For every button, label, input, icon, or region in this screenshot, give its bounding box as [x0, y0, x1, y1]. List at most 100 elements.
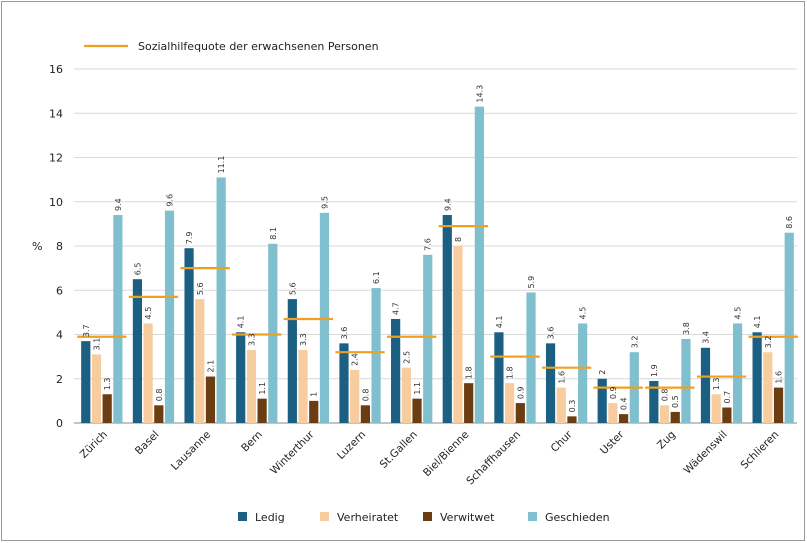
category-label: Winterthur: [268, 428, 317, 477]
bar-value-label: 9.4: [443, 198, 452, 211]
bar: [195, 299, 205, 423]
bar-value-label: 4.1: [753, 316, 762, 329]
bar-value-label: 3.2: [764, 335, 773, 348]
y-tick-label: 12: [49, 152, 63, 165]
bar: [246, 349, 256, 423]
bar-value-label: 2.4: [351, 353, 360, 366]
bar: [401, 367, 411, 423]
bar: [681, 338, 691, 423]
bar-value-label: 4.1: [237, 316, 246, 329]
bar-value-label: 9.6: [166, 194, 175, 207]
bar-value-label: 1.6: [557, 371, 566, 384]
bar: [722, 407, 732, 423]
bar: [773, 387, 784, 423]
bar: [371, 288, 381, 423]
bar-value-label: 2: [598, 370, 607, 375]
y-tick-label: 0: [56, 417, 63, 430]
bar-value-label: 0.5: [671, 395, 680, 408]
bar: [268, 243, 278, 423]
bar: [184, 248, 194, 423]
category-label: Chur: [549, 428, 576, 455]
bar-value-label: 0.8: [361, 389, 370, 402]
bar-value-label: 8.6: [785, 216, 794, 229]
y-tick-label: 10: [49, 196, 63, 209]
bar: [360, 405, 370, 423]
bar: [412, 398, 422, 423]
bar: [494, 332, 504, 423]
category-label: Bern: [239, 429, 265, 455]
bar-value-label: 0.8: [155, 389, 164, 402]
bar-value-label: 4.5: [579, 307, 588, 320]
category-label: Uster: [598, 428, 627, 457]
bar-value-label: 9.4: [114, 198, 123, 211]
category-label: Zug: [655, 429, 678, 452]
bar: [298, 349, 308, 423]
legend-swatch: [423, 512, 432, 521]
category-label: Schaffhausen: [464, 429, 523, 488]
bar: [619, 414, 629, 423]
bar: [659, 405, 670, 423]
bar-value-label: 8.1: [269, 227, 278, 240]
legend-top: Sozialhilfequote der erwachsenen Persone…: [84, 40, 379, 53]
bar-value-label: 3.3: [247, 333, 256, 346]
bar-value-label: 1.8: [465, 366, 474, 379]
bar-value-label: 4.1: [495, 316, 504, 329]
bar: [505, 383, 515, 423]
bars: [81, 106, 794, 424]
bar: [154, 405, 164, 423]
bar-value-label: 5.6: [196, 282, 205, 295]
bar-value-label: 1.8: [506, 366, 515, 379]
bar-value-label: 1.3: [712, 378, 721, 391]
bar: [763, 352, 773, 423]
category-label: St.Gallen: [378, 429, 420, 471]
bar-value-label: 4.7: [392, 302, 401, 315]
bar-value-label: 0.9: [609, 386, 618, 399]
bar: [752, 332, 762, 423]
bar: [391, 319, 401, 423]
bar-value-label: 1.9: [650, 364, 659, 377]
bar: [556, 387, 566, 423]
category-label: Biel/Bienne: [421, 429, 471, 479]
category-label: Wädenswil: [682, 429, 730, 477]
bar: [670, 411, 680, 423]
bar-value-label: 6.5: [133, 262, 142, 275]
bar-value-label: 5.6: [288, 282, 297, 295]
bar: [526, 292, 536, 423]
bar: [453, 246, 463, 423]
bar: [113, 215, 123, 423]
reference-marks: [77, 224, 798, 389]
bar-value-label: 2.5: [402, 351, 411, 364]
bar: [91, 354, 102, 423]
legend-swatch: [528, 512, 537, 521]
bar-value-label: 0.4: [620, 397, 629, 410]
bar-value-label: 3.4: [701, 331, 710, 344]
bar: [350, 369, 360, 423]
bar: [784, 232, 794, 423]
bar: [309, 400, 319, 423]
bar-value-label: 3.8: [682, 322, 691, 335]
y-tick-label: 14: [49, 107, 63, 120]
bar: [732, 323, 743, 423]
bar-value-label: 3.1: [92, 338, 101, 351]
bar-value-label: 3.2: [630, 335, 639, 348]
legend-line-label: Sozialhilfequote der erwachsenen Persone…: [138, 40, 379, 53]
bar: [578, 323, 588, 423]
bar-value-label: 1.1: [258, 382, 267, 395]
bar-value-label: 3.7: [82, 324, 91, 337]
bar: [700, 347, 711, 423]
bar-value-label: 4.5: [734, 307, 743, 320]
bar: [257, 398, 267, 423]
bar: [143, 323, 153, 423]
bar-value-label: 2.1: [206, 360, 215, 373]
bar-value-label: 0.9: [516, 386, 525, 399]
bar: [649, 380, 659, 423]
bar-value-label: 7.9: [185, 231, 194, 244]
bar-value-label: 1: [310, 392, 319, 397]
y-tick-label: 16: [49, 63, 63, 76]
bar-data-labels: 3.73.1 1.3 9.4 6.5 4.5 0.8 9.6 7.9 5.6 2.1 1 1.1 4.1…: [82, 85, 794, 413]
gridlines: [74, 68, 797, 424]
bar: [102, 394, 112, 423]
bar: [319, 212, 330, 423]
